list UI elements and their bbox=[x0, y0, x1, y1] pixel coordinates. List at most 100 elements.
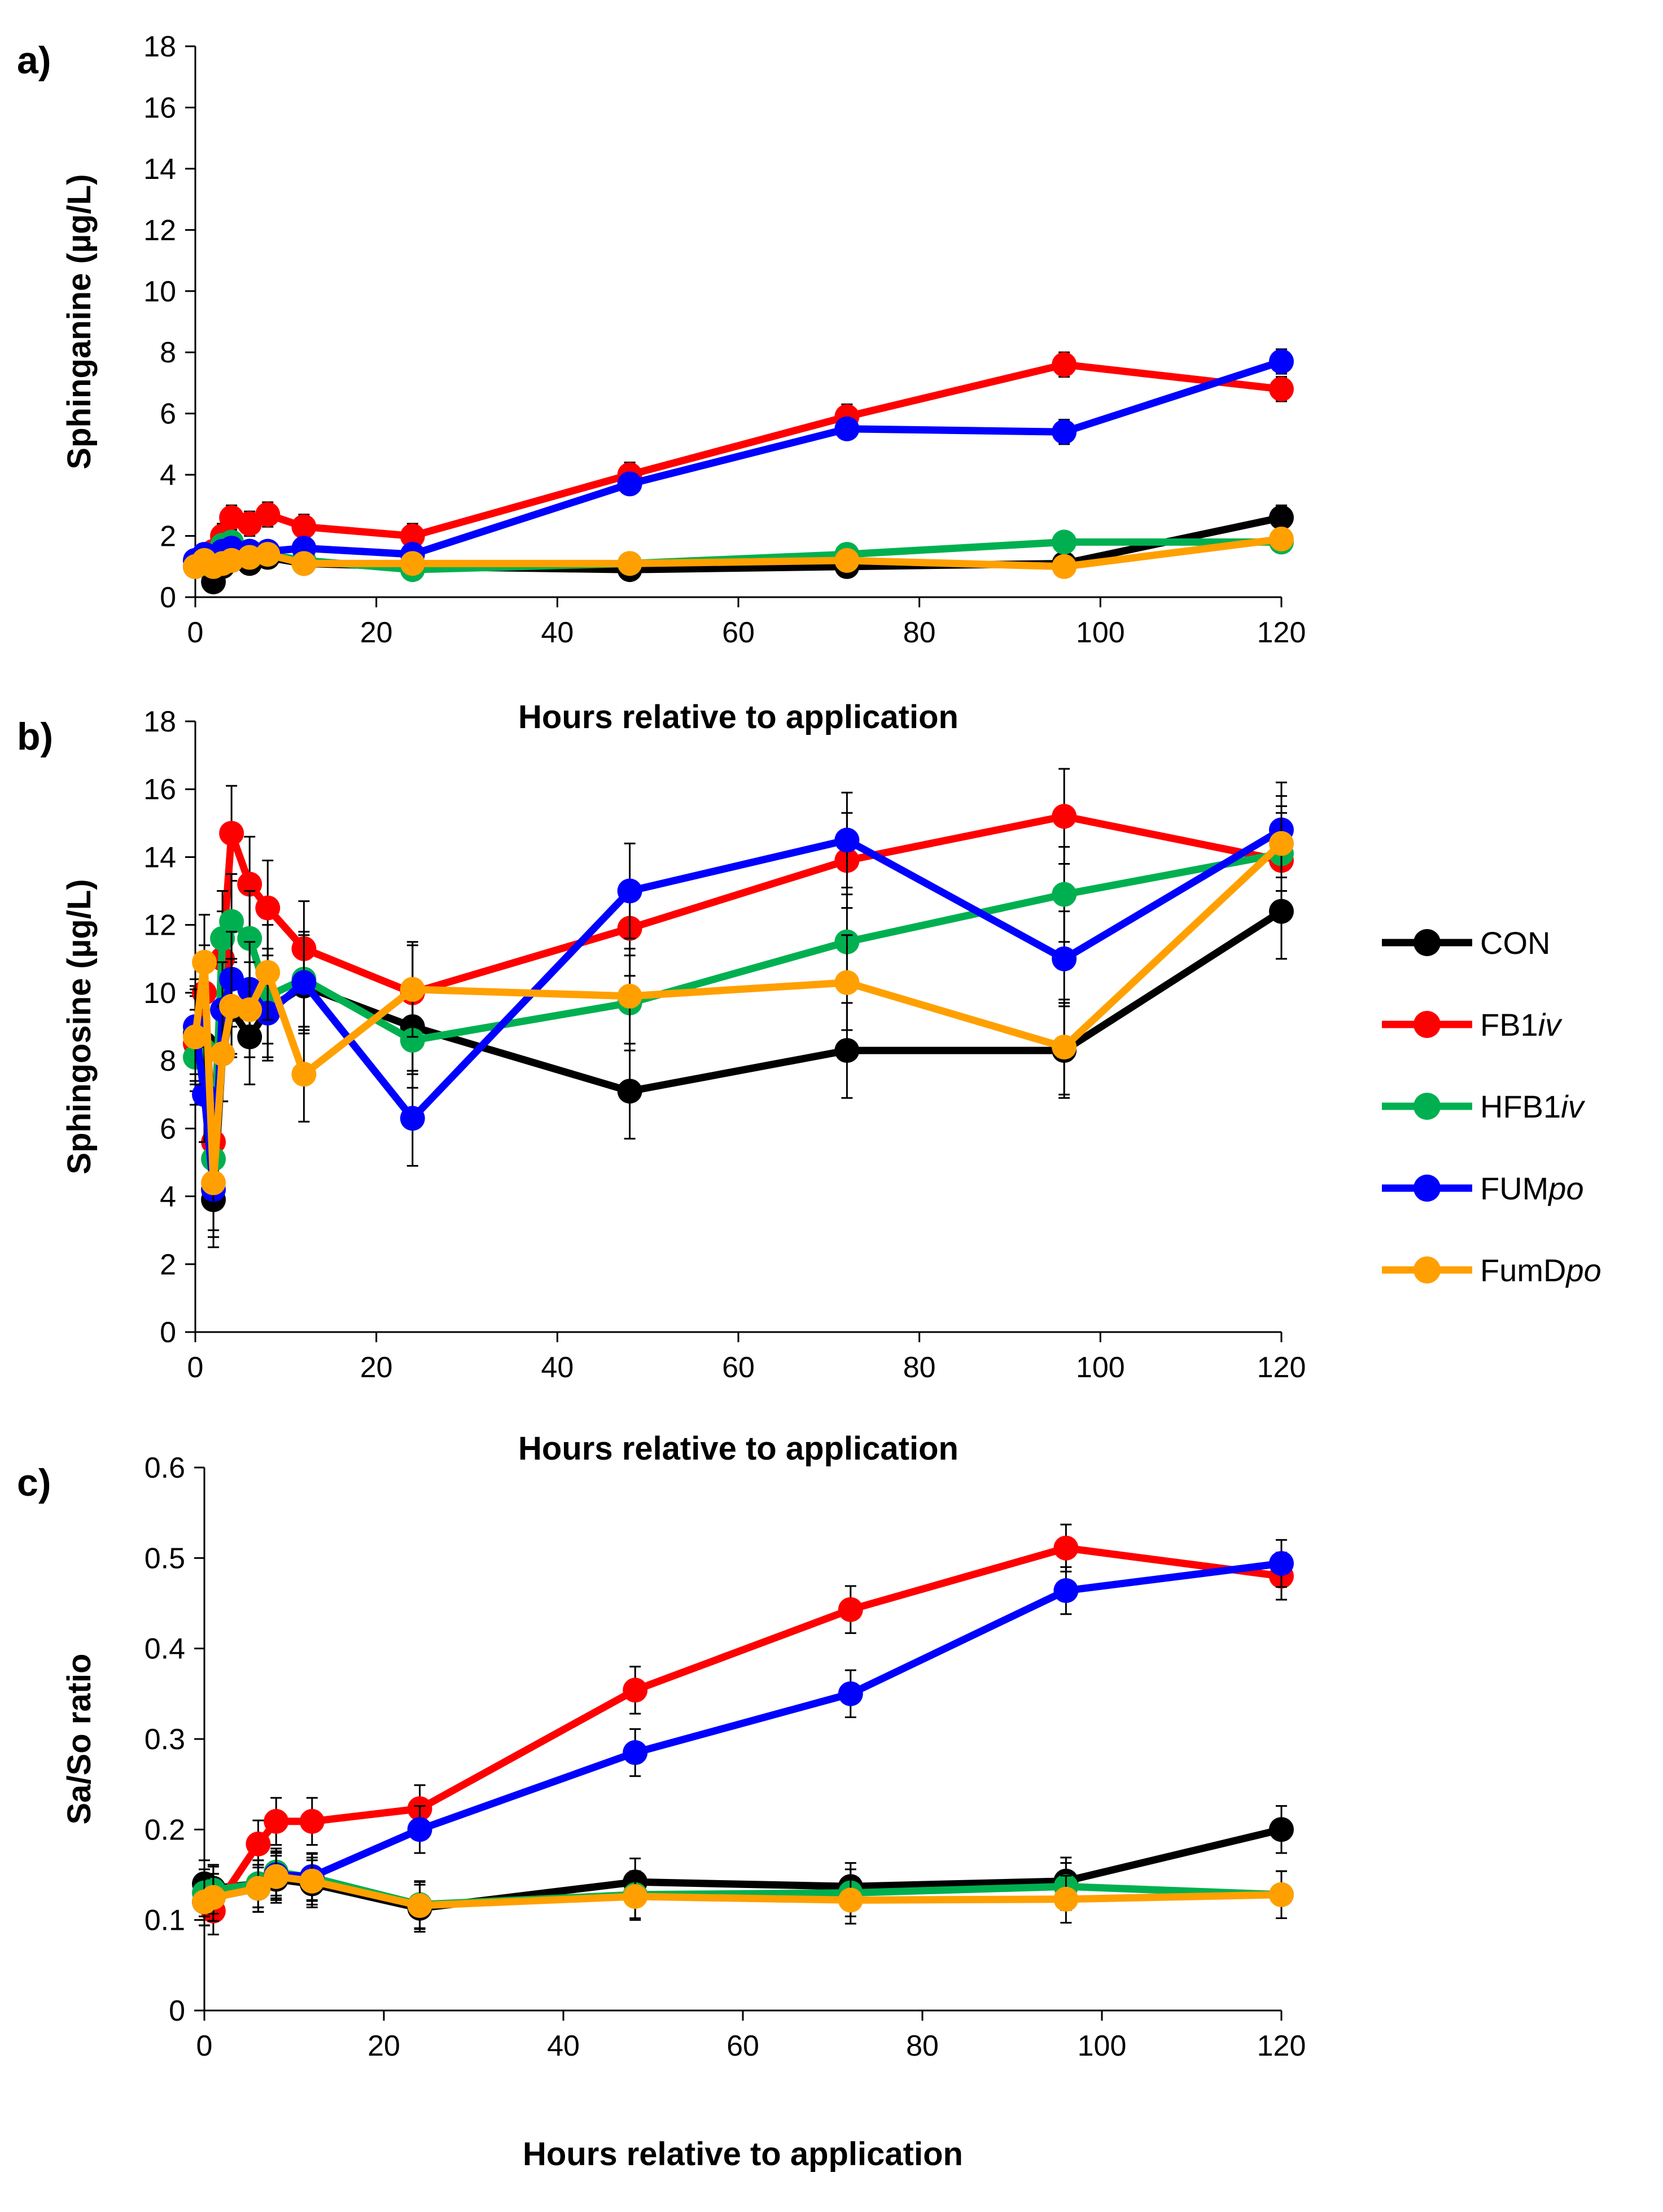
legend-label: FB1iv bbox=[1480, 1007, 1563, 1043]
legend-entry: FUMpo bbox=[1382, 1171, 1584, 1206]
data-point bbox=[255, 895, 281, 921]
data-point bbox=[617, 878, 642, 904]
data-point bbox=[838, 1887, 863, 1913]
data-point bbox=[834, 827, 860, 853]
series-fumdpo bbox=[183, 526, 1294, 579]
x-tick-label: 20 bbox=[360, 1351, 393, 1384]
y-tick-label: 6 bbox=[160, 1112, 176, 1145]
data-point bbox=[1052, 946, 1077, 971]
data-point bbox=[210, 1041, 235, 1067]
series-line bbox=[193, 850, 1283, 1163]
y-axis-title: Sphinganine (µg/L) bbox=[61, 174, 98, 469]
data-point bbox=[219, 909, 244, 934]
data-point bbox=[192, 949, 217, 975]
series-fb1iv bbox=[183, 768, 1294, 1191]
series-fumdpo bbox=[192, 1852, 1294, 1930]
data-point bbox=[617, 471, 642, 497]
data-point bbox=[291, 1062, 317, 1087]
x-tick-label: 120 bbox=[1257, 1351, 1306, 1384]
legend-label-italic: po bbox=[1565, 1252, 1601, 1288]
data-point bbox=[237, 997, 262, 1022]
y-axis-title: Sphingosine (µg/L) bbox=[61, 879, 98, 1174]
data-point bbox=[623, 1677, 648, 1703]
series-con bbox=[192, 1805, 1294, 1933]
data-point bbox=[299, 1868, 325, 1894]
x-tick-label: 80 bbox=[903, 1351, 936, 1384]
data-point bbox=[291, 551, 317, 576]
data-point bbox=[246, 1831, 271, 1856]
series-fumdpo bbox=[183, 795, 1294, 1232]
legend-entry: FumDpo bbox=[1382, 1252, 1601, 1288]
data-point bbox=[255, 502, 281, 527]
x-tick-label: 40 bbox=[547, 2030, 580, 2062]
y-tick-label: 0.5 bbox=[145, 1542, 185, 1575]
y-tick-label: 0.3 bbox=[145, 1723, 185, 1756]
legend-label: FumDpo bbox=[1480, 1252, 1601, 1288]
y-tick-label: 0.6 bbox=[145, 1452, 185, 1484]
y-tick-label: 0 bbox=[160, 581, 176, 614]
data-point bbox=[201, 1170, 226, 1195]
legend-entry: HFB1iv bbox=[1382, 1089, 1586, 1124]
y-tick-label: 0 bbox=[160, 1316, 176, 1349]
legend-label-base: HFB1 bbox=[1480, 1089, 1561, 1124]
y-tick-label: 14 bbox=[143, 153, 176, 186]
y-axis-title: Sa/So ratio bbox=[61, 1654, 98, 1825]
legend-label: HFB1iv bbox=[1480, 1089, 1586, 1124]
data-point bbox=[400, 551, 425, 576]
x-tick-label: 60 bbox=[722, 616, 755, 649]
data-point bbox=[1269, 1882, 1294, 1907]
x-tick-label: 100 bbox=[1078, 2030, 1127, 2062]
data-point bbox=[1053, 1578, 1079, 1604]
legend-label-base: FB1 bbox=[1480, 1007, 1538, 1043]
data-point bbox=[1052, 352, 1077, 377]
data-point bbox=[1269, 526, 1294, 551]
y-tick-label: 14 bbox=[143, 841, 176, 874]
legend-label-base: CON bbox=[1480, 925, 1550, 961]
legend-entry: CON bbox=[1382, 925, 1550, 961]
y-tick-label: 8 bbox=[160, 336, 176, 369]
x-tick-label: 80 bbox=[906, 2030, 939, 2062]
legend-label-base: FumD bbox=[1480, 1252, 1566, 1288]
x-tick-label: 60 bbox=[722, 1351, 755, 1384]
y-tick-label: 18 bbox=[143, 30, 176, 63]
x-tick-label: 100 bbox=[1076, 616, 1125, 649]
x-tick-label: 100 bbox=[1076, 1351, 1125, 1384]
y-tick-label: 18 bbox=[143, 706, 176, 738]
y-tick-label: 12 bbox=[143, 214, 176, 247]
x-tick-label: 60 bbox=[727, 2030, 759, 2062]
x-tick-label: 0 bbox=[187, 616, 204, 649]
data-point bbox=[617, 551, 642, 576]
y-tick-label: 2 bbox=[160, 520, 176, 553]
data-point bbox=[400, 1106, 425, 1131]
x-axis-title: Hours relative to application bbox=[523, 2136, 963, 2172]
legend-marker bbox=[1413, 1093, 1441, 1120]
series-line bbox=[203, 1560, 1282, 1906]
x-tick-label: 80 bbox=[903, 616, 936, 649]
data-point bbox=[838, 1681, 863, 1706]
data-point bbox=[1052, 419, 1077, 445]
data-point bbox=[1053, 1535, 1079, 1561]
data-point bbox=[246, 1876, 271, 1901]
y-tick-label: 0 bbox=[169, 1995, 185, 2027]
series-line bbox=[202, 1544, 1282, 1915]
y-tick-label: 16 bbox=[143, 91, 176, 124]
data-point bbox=[291, 514, 317, 540]
x-tick-label: 0 bbox=[196, 2030, 213, 2062]
series-line bbox=[194, 361, 1282, 564]
y-tick-label: 8 bbox=[160, 1045, 176, 1077]
panel-label: a) bbox=[17, 39, 51, 82]
data-point bbox=[264, 1808, 289, 1834]
x-tick-label: 120 bbox=[1257, 2030, 1306, 2062]
legend-label-italic: iv bbox=[1538, 1007, 1563, 1043]
x-tick-label: 20 bbox=[360, 616, 393, 649]
y-tick-label: 16 bbox=[143, 773, 176, 806]
y-tick-label: 0.2 bbox=[145, 1814, 185, 1846]
legend-marker bbox=[1413, 1175, 1441, 1202]
x-tick-label: 40 bbox=[541, 616, 574, 649]
data-point bbox=[834, 416, 860, 441]
data-point bbox=[291, 970, 317, 995]
data-point bbox=[237, 926, 262, 951]
data-point bbox=[1052, 1035, 1077, 1060]
y-tick-label: 0.1 bbox=[145, 1904, 185, 1937]
